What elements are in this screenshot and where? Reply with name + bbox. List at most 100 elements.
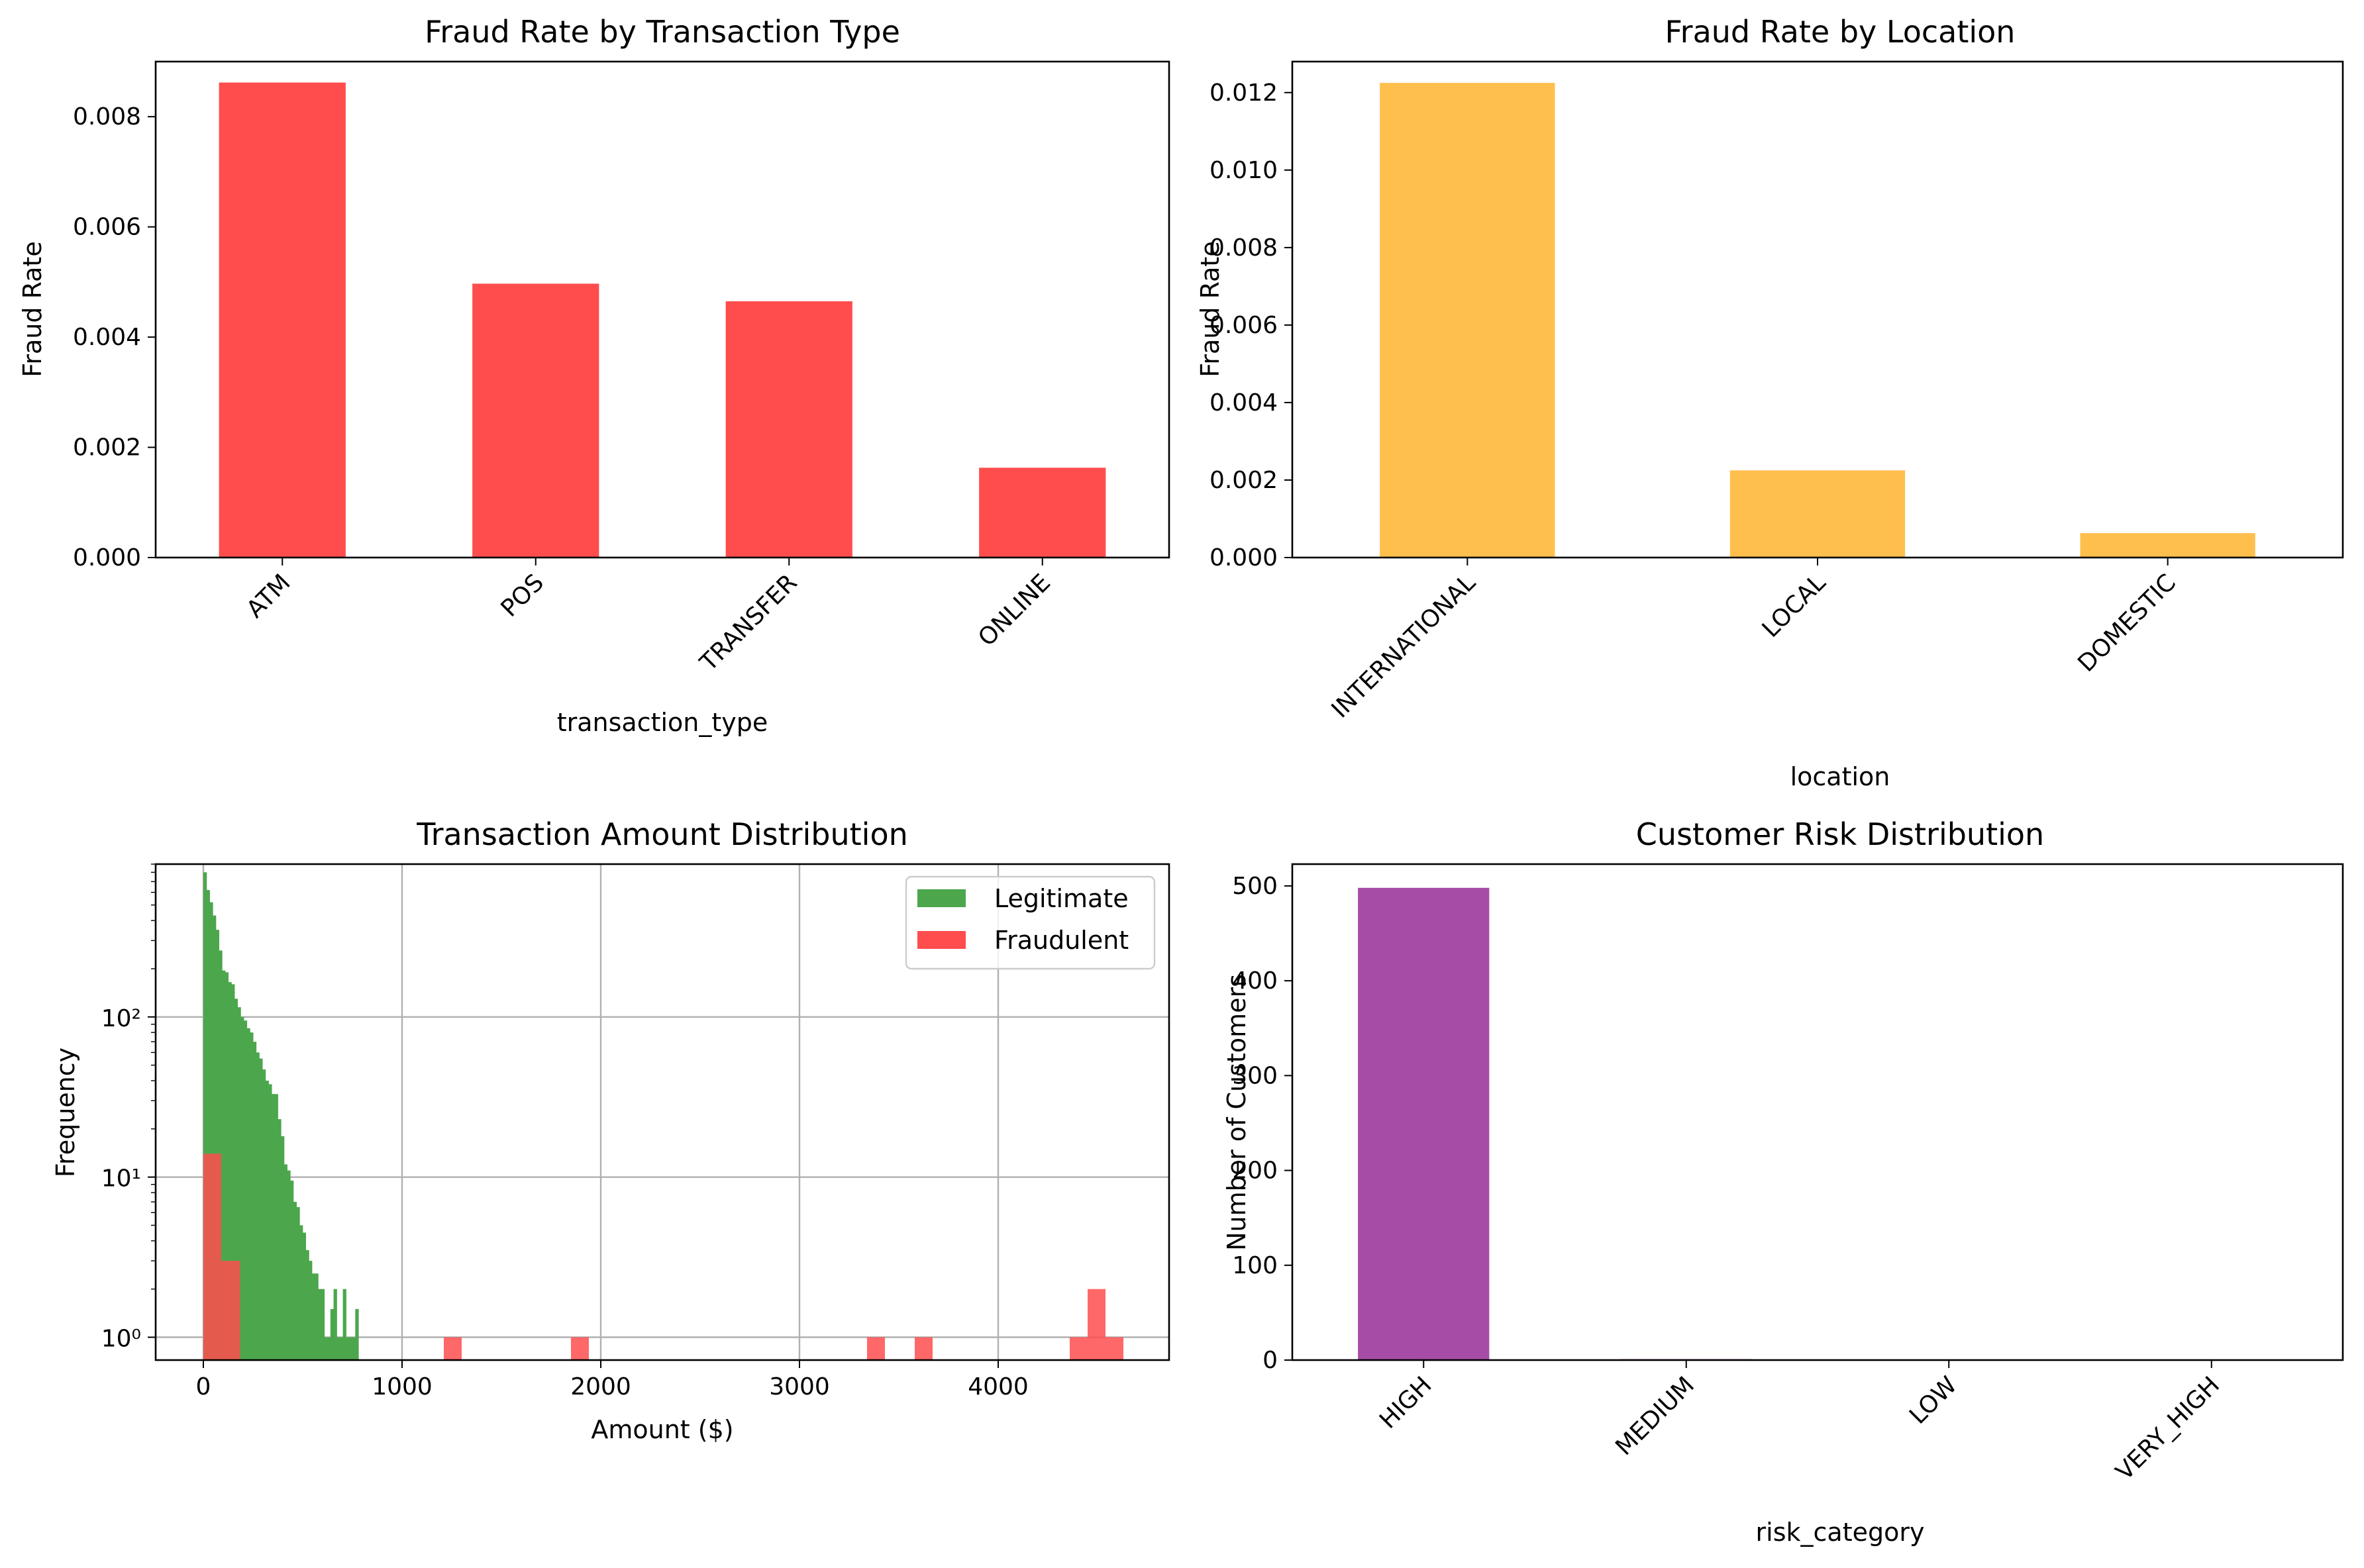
y-tick-label: 0.002 <box>1209 467 1278 494</box>
bar-legitimate <box>213 915 217 1360</box>
bar-pos <box>472 283 599 558</box>
x-tick-label: 0 <box>196 1373 211 1400</box>
bar-online <box>979 467 1106 558</box>
legend-label-legitimate: Legitimate <box>994 884 1129 913</box>
bar-legitimate <box>237 1007 241 1360</box>
chart-title: Customer Risk Distribution <box>1636 816 2044 852</box>
y-axis-label: Fraud Rate <box>18 241 47 377</box>
chart-fraud-rate-by-transaction-type: Fraud Rate by Transaction Type ATM POS TRA… <box>18 14 1170 737</box>
y-axis-label: Fraud Rate <box>1196 241 1225 377</box>
y-tick-label: 0.004 <box>73 324 141 351</box>
y-tick-label: 0.008 <box>73 103 141 130</box>
y-tick-label: 0.008 <box>1209 234 1278 262</box>
x-tick-label: 3000 <box>769 1373 830 1400</box>
plot-frame <box>1291 863 2344 1361</box>
bar-legitimate <box>333 1289 337 1360</box>
bar-legitimate <box>346 1337 350 1360</box>
y-tick-label: 0.004 <box>1209 389 1278 416</box>
plot-frame <box>154 60 1170 559</box>
plot-frame <box>1291 60 2344 559</box>
bar-legitimate <box>352 1337 356 1360</box>
chart-transaction-amount-distribution: Transaction Amount Distribution 0 1000 200… <box>51 816 1170 1444</box>
bar-legitimate <box>203 872 207 1360</box>
y-tick-label: 0.010 <box>1209 157 1278 184</box>
bar-international <box>1380 83 1555 558</box>
x-axis-label: location <box>1790 762 1890 791</box>
x-tick-label: POS <box>496 569 550 622</box>
bar-legitimate <box>234 999 238 1360</box>
x-axis-label: risk_category <box>1756 1518 1925 1547</box>
bar-transfer <box>725 301 852 558</box>
bar-legitimate <box>355 1308 359 1360</box>
x-axis-label: Amount ($) <box>591 1415 733 1444</box>
bar-fraudulent <box>915 1337 933 1360</box>
bar-high <box>1358 887 1490 1360</box>
bar-atm <box>219 82 346 558</box>
bar-legitimate <box>278 1119 282 1360</box>
bar-legitimate <box>311 1273 316 1360</box>
x-tick-label: LOW <box>1904 1371 1962 1429</box>
bar-fraudulent <box>867 1337 885 1360</box>
bar-fraudulent <box>1088 1289 1105 1360</box>
y-tick-label: 400 <box>1232 967 1278 995</box>
y-axis-label: Frequency <box>51 1048 80 1177</box>
x-tick-label: DOMESTIC <box>2073 569 2181 677</box>
bar-legitimate <box>287 1170 291 1360</box>
bar-legitimate <box>330 1308 334 1360</box>
y-tick-label: 10⁰ <box>101 1325 141 1352</box>
x-tick-label: 2000 <box>570 1373 631 1400</box>
legend-label-fraudulent: Fraudulent <box>994 926 1129 955</box>
bar-legitimate <box>302 1232 307 1360</box>
bar-legitimate <box>324 1337 328 1360</box>
bar-legitimate <box>246 1028 250 1360</box>
legend-swatch-legitimate <box>917 889 966 907</box>
bar-legitimate <box>250 1032 254 1360</box>
x-tick-label: INTERNATIONAL <box>1327 569 1481 723</box>
bar-legitimate <box>281 1136 285 1360</box>
bar-legitimate <box>271 1094 276 1360</box>
plot-frame <box>154 863 1170 1361</box>
bar-legitimate <box>222 970 226 1360</box>
bar-legitimate <box>283 1164 287 1360</box>
y-tick-label: 0.006 <box>1209 312 1278 339</box>
bar-legitimate <box>256 1052 260 1360</box>
bar-legitimate <box>342 1289 346 1360</box>
y-tick-label: 200 <box>1232 1157 1278 1185</box>
bar-legitimate <box>321 1289 325 1360</box>
bar-legitimate <box>215 930 219 1360</box>
y-tick-label: 300 <box>1232 1062 1278 1089</box>
x-tick-label: 1000 <box>372 1373 433 1400</box>
x-tick-label: MEDIUM <box>1610 1371 1700 1461</box>
bar-legitimate <box>274 1094 278 1360</box>
bar-legitimate <box>243 1020 248 1360</box>
y-tick-label: 100 <box>1232 1252 1278 1279</box>
x-tick-label: TRANSFER <box>695 569 803 677</box>
bar-domestic <box>2080 533 2255 558</box>
x-tick-label: HIGH <box>1374 1371 1437 1434</box>
bar-legitimate <box>225 972 229 1360</box>
chart-title: Transaction Amount Distribution <box>416 816 908 852</box>
legend: Legitimate Fraudulent <box>905 875 1156 970</box>
bar-legitimate <box>240 1016 244 1360</box>
y-tick-label: 0.000 <box>1209 544 1278 571</box>
bar-legitimate <box>348 1337 353 1360</box>
bar-fraudulent <box>1105 1337 1123 1360</box>
bar-fraudulent <box>571 1337 589 1360</box>
bar-fraudulent <box>203 1153 221 1360</box>
y-tick-label: 10¹ <box>101 1165 141 1193</box>
y-tick-label: 0 <box>1262 1347 1278 1374</box>
legend-box <box>905 875 1156 970</box>
bar-fraudulent <box>1070 1337 1088 1360</box>
x-tick-label: ONLINE <box>973 569 1056 652</box>
y-tick-label: 10² <box>101 1005 141 1032</box>
x-tick-label: VERY_HIGH <box>2111 1371 2225 1485</box>
legend-swatch-fraudulent <box>917 931 966 949</box>
chart-customer-risk-distribution: Customer Risk Distribution HIGH MEDIUM LOW… <box>1222 816 2344 1547</box>
chart-title: Fraud Rate by Transaction Type <box>425 14 900 50</box>
bar-legitimate <box>318 1289 322 1360</box>
bar-fraudulent <box>221 1261 240 1360</box>
bar-legitimate <box>231 984 235 1360</box>
bar-legitimate <box>262 1069 266 1360</box>
bar-legitimate <box>315 1273 319 1360</box>
